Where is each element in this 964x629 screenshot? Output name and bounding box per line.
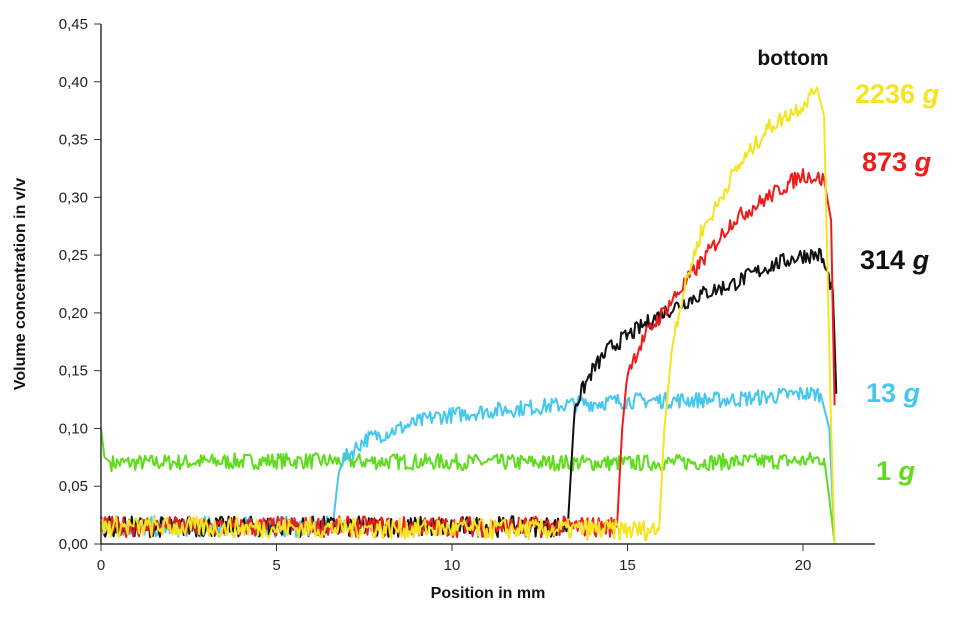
y-tick-label: 0,40 — [59, 74, 88, 91]
x-ticks: 0 5 10 15 20 — [97, 544, 812, 574]
series-lines — [100, 86, 838, 545]
series-line-314g — [100, 247, 838, 539]
y-tick-label: 0,30 — [59, 189, 88, 206]
y-tick-label: 0,00 — [59, 536, 88, 553]
y-tick-label: 0,20 — [59, 305, 88, 322]
bottom-annotation: bottom — [757, 47, 828, 70]
series-label-13g: 13 g — [866, 378, 921, 408]
series-label-1g: 1 g — [876, 456, 916, 486]
series-value: 1 — [876, 456, 899, 486]
series-value: 314 — [860, 245, 913, 275]
series-value: 873 — [862, 147, 915, 177]
series-label-314g: 314 g — [860, 245, 930, 275]
y-ticks: 0,00 0,05 0,10 0,15 0,20 0,25 0,30 0,35 0,40 0,45 — [59, 16, 101, 553]
y-tick-label: 0,35 — [59, 132, 88, 149]
x-tick-label: 5 — [272, 557, 280, 574]
y-axis-title: Volume concentration in v/v — [12, 178, 29, 390]
x-tick-label: 15 — [619, 557, 636, 574]
series-unit: g — [903, 378, 921, 408]
y-tick-label: 0,10 — [59, 420, 88, 437]
series-value: 13 — [866, 378, 904, 408]
x-tick-label: 0 — [97, 557, 105, 574]
x-tick-label: 20 — [795, 557, 812, 574]
series-unit: g — [912, 245, 930, 275]
series-line-873g — [100, 168, 836, 539]
series-label-873g: 873 g — [862, 147, 932, 177]
y-tick-label: 0,45 — [59, 16, 88, 33]
series-line-2236g — [100, 86, 836, 545]
series-unit: g — [922, 79, 940, 109]
series-label-2236g: 2236 g — [855, 79, 940, 109]
x-axis-title: Position in mm — [431, 585, 546, 602]
y-tick-label: 0,25 — [59, 247, 88, 264]
x-tick-label: 10 — [444, 557, 461, 574]
series-unit: g — [914, 147, 932, 177]
series-value: 2236 — [855, 79, 923, 109]
series-line-1g — [100, 428, 836, 545]
series-unit: g — [898, 456, 916, 486]
y-tick-label: 0,15 — [59, 363, 88, 380]
y-tick-label: 0,05 — [59, 478, 88, 495]
